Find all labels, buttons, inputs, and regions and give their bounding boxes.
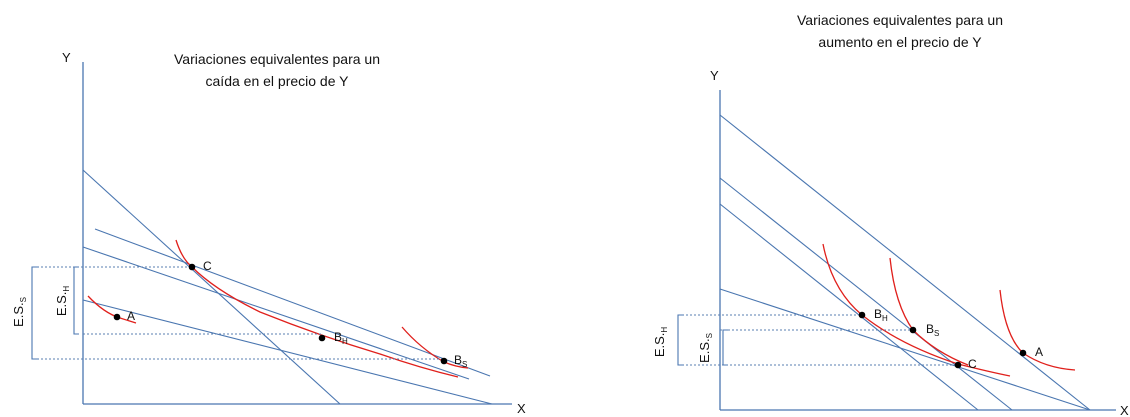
- right-point-a-label: A: [1035, 345, 1043, 359]
- left-budget-line-steep: [82, 169, 341, 405]
- right-es-h-bracket: [677, 314, 684, 366]
- right-indifference-curve-bh: [822, 243, 1011, 377]
- left-point-bs-marker: [440, 357, 448, 365]
- right-point-bh-label: BH: [874, 307, 888, 323]
- left-title-line1: Variaciones equivalentes para un: [174, 51, 380, 67]
- left-point-bs-label: BS: [454, 353, 467, 369]
- right-x-axis-label: X: [1120, 403, 1129, 417]
- right-title-line1: Variaciones equivalentes para un: [797, 12, 1003, 28]
- left-point-bh-label: BH: [334, 330, 348, 346]
- right-budget-line-flat: [719, 288, 1091, 411]
- left-x-axis-label: X: [517, 401, 526, 416]
- left-es-s-bracket: [31, 266, 39, 360]
- left-point-a-marker: [113, 313, 121, 321]
- left-point-a-label: A: [127, 309, 135, 323]
- right-point-bs-label: BS: [926, 322, 939, 338]
- left-budget-line-lower: [82, 299, 493, 405]
- left-point-bh-marker: [318, 334, 326, 342]
- right-es-s-bracket: [722, 329, 728, 366]
- left-es-h-label: E.S.H: [54, 286, 71, 317]
- right-y-axis-label: Y: [710, 68, 719, 83]
- right-budget-line-outer: [719, 114, 1091, 411]
- right-point-a-marker: [1019, 349, 1027, 357]
- left-budget-line-upper: [94, 228, 491, 377]
- left-es-h-bracket: [73, 266, 79, 335]
- right-point-c-label: C: [968, 357, 977, 371]
- left-indifference-curve-bh: [191, 266, 459, 378]
- left-title-line2: caída en el precio de Y: [206, 73, 350, 89]
- right-point-c-marker: [954, 361, 962, 369]
- right-es-h-label: E.S.H: [652, 327, 669, 358]
- left-budget-line-middle: [82, 246, 470, 380]
- right-title-line2: aumento en el precio de Y: [818, 34, 982, 50]
- right-budget-line-middle: [719, 177, 1013, 411]
- left-es-s-label: E.S.S: [11, 297, 28, 327]
- right-point-bh-marker: [858, 311, 866, 319]
- right-budget-line-inner: [719, 203, 979, 411]
- right-point-bs-marker: [909, 326, 917, 334]
- right-es-s-label: E.S.S: [697, 333, 714, 363]
- right-panel: Variaciones equivalentes para un aumento…: [652, 12, 1129, 417]
- left-point-c-label: C: [203, 259, 212, 273]
- left-point-c-marker: [188, 263, 196, 271]
- left-y-axis-label: Y: [62, 50, 71, 65]
- left-panel: Variaciones equivalentes para un caída e…: [11, 50, 526, 416]
- left-indifference-curve-c: [175, 239, 193, 268]
